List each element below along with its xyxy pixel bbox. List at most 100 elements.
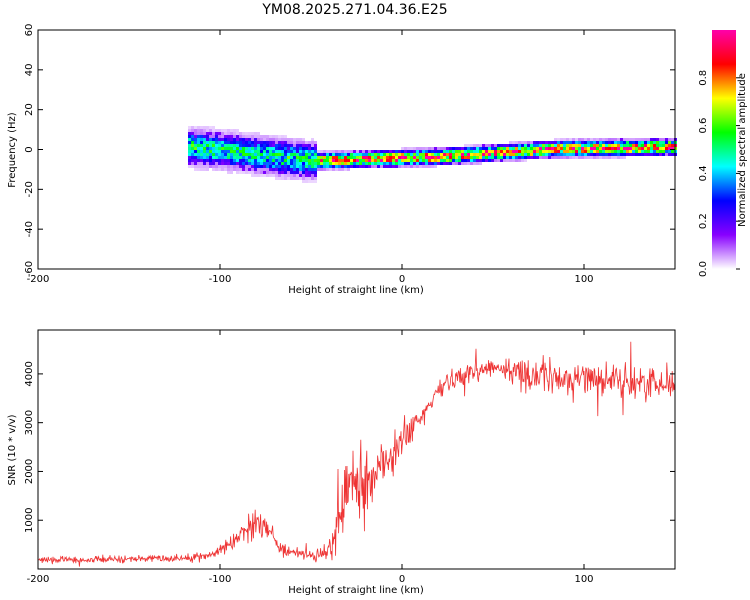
spectrogram-cell [293,177,296,180]
spectrogram-cell [443,156,446,159]
spectrogram-cell [584,141,587,144]
spectrogram-cell [497,153,500,156]
spectrogram-cell [308,147,311,150]
snr-frame [37,329,676,570]
spectrogram-cell [221,147,224,150]
spectrogram-cell [200,165,203,168]
spectrogram-cell [521,141,524,144]
spectrogram-cell [539,150,542,153]
spectrogram-cell [320,168,323,171]
spectrogram-cell [488,147,491,150]
spectrogram-cell [284,174,287,177]
spectrogram-cell [245,153,248,156]
spectrogram-cell [230,147,233,150]
spectrogram-cell [236,159,239,162]
spectrogram-cell [215,141,218,144]
spectrogram-cell [380,159,383,162]
spectrogram-cell [206,153,209,156]
spectrogram-cell [569,138,572,141]
spectrogram-cell [590,150,593,153]
spectrogram-cell [626,138,629,141]
spectrogram-cell [200,135,203,138]
spectrogram-cell [650,150,653,153]
spectrogram-cell [434,150,437,153]
spectrogram-cell [209,159,212,162]
spectrogram-cell [575,150,578,153]
spectrogram-cell [296,150,299,153]
spectrogram-cell [266,174,269,177]
spectrogram-cell [254,147,257,150]
spectrogram-cell [305,168,308,171]
spectrogram-cell [257,156,260,159]
spectrogram-cell [542,156,545,159]
spectrogram-cell [203,144,206,147]
spectrogram-cell [248,156,251,159]
spectrogram-cell [494,144,497,147]
spectrogram-cell [248,132,251,135]
spectrogram-cell [188,162,191,165]
spectrogram-cell [305,144,308,147]
spectrogram-cell [335,162,338,165]
spectrogram-cell [221,162,224,165]
spectrogram-cell [227,135,230,138]
spectrogram-cell [194,135,197,138]
spectrogram-cell [485,156,488,159]
spectrogram-cell [500,150,503,153]
spectrogram-cell [563,156,566,159]
spectrogram-cell [314,162,317,165]
spectrogram-cell [371,159,374,162]
spectrogram-cell [410,153,413,156]
spectrogram-cell [404,156,407,159]
spectrogram-cell [434,162,437,165]
spectrogram-cell [209,144,212,147]
spectrogram-cell [248,165,251,168]
spectrogram-cell [464,162,467,165]
spectrogram-cell [260,171,263,174]
spectrogram-cell [416,156,419,159]
spectrogram-cell [440,150,443,153]
spectrogram-cell [263,150,266,153]
spectrogram-cell [215,144,218,147]
spectrogram-cell [512,144,515,147]
snr-series-line [38,341,675,567]
spectrogram-cell [419,150,422,153]
spectrogram-cell [281,174,284,177]
spectrogram-cell [476,144,479,147]
spectrogram-cell [284,159,287,162]
spectrogram-cell [239,138,242,141]
spectrogram-cell [341,168,344,171]
spectrogram-cell [671,153,674,156]
spectrogram-cell [200,168,203,171]
spectrogram-cell [464,144,467,147]
spectrogram-cell [329,162,332,165]
spectrogram-cell [209,162,212,165]
spectrogram-cell [335,159,338,162]
spectrogram-cell [221,153,224,156]
spectrogram-cell [326,168,329,171]
spectrogram-cell [662,147,665,150]
spectrogram-cell [296,153,299,156]
spectrogram-cell [209,126,212,129]
spectrogram-cell [575,156,578,159]
spectrogram-cell [632,150,635,153]
spectrogram-cell [584,147,587,150]
spectrogram-cell [371,165,374,168]
spectrogram-cell [233,135,236,138]
spectrogram-cell [305,141,308,144]
spectrogram-x-label: Height of straight line (km) [288,285,424,296]
spectrogram-cell [311,153,314,156]
spectrogram-cell [287,165,290,168]
spectrogram-cell [587,147,590,150]
spectrogram-cell [278,177,281,180]
spectrogram-cell [659,150,662,153]
spectrogram-cell [461,156,464,159]
spectrogram-cell [281,165,284,168]
spectrogram-cell [212,144,215,147]
spectrogram-cell [608,156,611,159]
spectrogram-cell [515,144,518,147]
spectrogram-cell [215,147,218,150]
spectrogram-cell [227,129,230,132]
spectrogram-cell [281,159,284,162]
spectrogram-cell [605,150,608,153]
spectrogram-cell [188,159,191,162]
